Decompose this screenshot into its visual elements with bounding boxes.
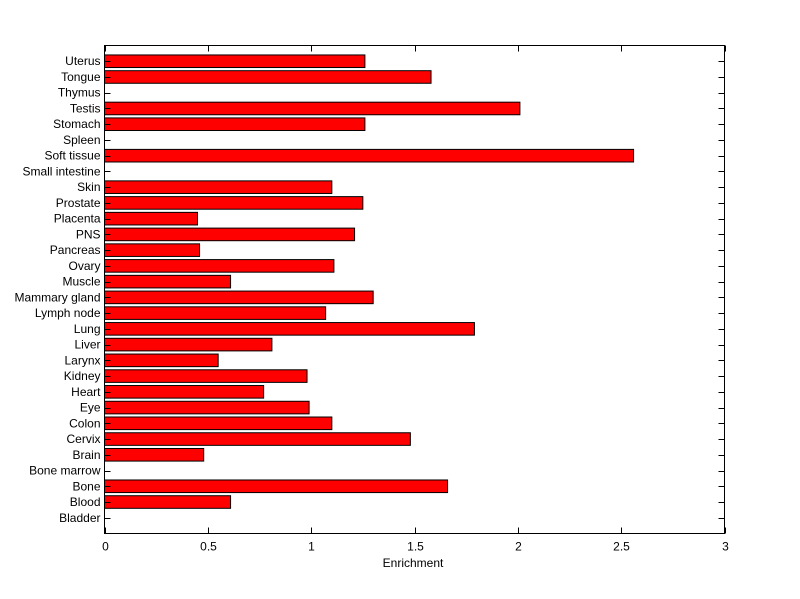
y-tick-label: Bone xyxy=(72,479,100,493)
y-tick-label: Uterus xyxy=(65,54,100,68)
y-tick-label: Small intestine xyxy=(22,164,100,178)
bar-kidney xyxy=(104,369,308,383)
y-tick-label: Soft tissue xyxy=(44,149,100,163)
y-tick-label: PNS xyxy=(76,227,101,241)
y-tick-label: Mammary gland xyxy=(14,290,100,304)
y-tick-label: Lymph node xyxy=(35,306,101,320)
x-tick-label: 3 xyxy=(722,540,729,554)
bar-pancreas xyxy=(104,243,201,257)
y-tick-label: Colon xyxy=(69,416,100,430)
bar-ovary xyxy=(104,259,335,273)
y-tick-label: Spleen xyxy=(63,133,100,147)
y-tick-label: Kidney xyxy=(64,369,101,383)
y-tick-label: Placenta xyxy=(54,212,101,226)
x-tick-label: 2.5 xyxy=(613,540,630,554)
bar-tongue xyxy=(104,70,432,84)
bar-placenta xyxy=(104,211,198,226)
bar-mammary-gland xyxy=(104,290,374,305)
bar-blood xyxy=(104,495,232,509)
y-tick-label: Testis xyxy=(70,101,101,115)
bar-brain xyxy=(104,447,205,462)
y-tick-label: Ovary xyxy=(68,259,100,273)
y-tick-label: Stomach xyxy=(53,117,100,131)
bar-heart xyxy=(104,385,265,399)
x-tick-label: 1.5 xyxy=(407,540,424,554)
y-tick-label: Skin xyxy=(77,180,100,194)
y-tick-label: Liver xyxy=(74,338,100,352)
x-tick-label: 1 xyxy=(308,540,315,554)
y-tick-label: Pancreas xyxy=(50,243,101,257)
y-tick-label: Bladder xyxy=(59,511,100,525)
y-tick-label: Brain xyxy=(72,448,100,462)
y-tick-label: Blood xyxy=(70,495,101,509)
bar-bone xyxy=(104,479,449,494)
y-tick-label: Thymus xyxy=(58,86,101,100)
y-tick-label: Lung xyxy=(74,322,101,336)
bar-larynx xyxy=(104,353,219,368)
bar-cervix xyxy=(104,432,411,446)
y-tick-label: Prostate xyxy=(56,196,101,210)
y-tick-label: Eye xyxy=(80,401,101,415)
x-tick-label: 0 xyxy=(102,540,109,554)
x-axis-label: Enrichment xyxy=(383,556,444,570)
bar-muscle xyxy=(104,274,232,289)
y-tick-label: Muscle xyxy=(62,275,100,289)
bar-prostate xyxy=(104,196,364,210)
bar-soft-tissue xyxy=(104,148,635,163)
y-tick-label: Cervix xyxy=(66,432,100,446)
bar-pns xyxy=(104,227,356,242)
y-tick-label: Heart xyxy=(71,385,101,399)
y-tick-label: Larynx xyxy=(64,353,100,367)
bar-stomach xyxy=(104,117,366,132)
bar-lung xyxy=(104,322,475,336)
x-tick-label: 2 xyxy=(515,540,522,554)
x-tick-label: 0.5 xyxy=(200,540,217,554)
bar-lymph-node xyxy=(104,306,327,320)
y-tick-label: Bone marrow xyxy=(29,464,101,478)
bar-uterus xyxy=(104,54,366,69)
bar-eye xyxy=(104,400,310,415)
bar-testis xyxy=(104,101,521,116)
bars xyxy=(104,54,635,509)
bar-skin xyxy=(104,180,333,194)
bar-colon xyxy=(104,416,333,431)
bar-liver xyxy=(104,337,273,352)
y-tick-label: Tongue xyxy=(61,70,101,84)
plot-area-frame xyxy=(104,45,725,534)
